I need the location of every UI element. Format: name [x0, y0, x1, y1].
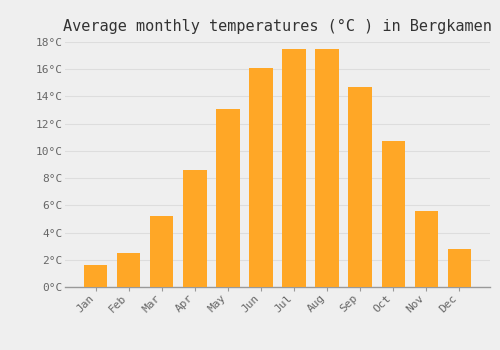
- Bar: [184, 170, 206, 287]
- Bar: [282, 49, 306, 287]
- Bar: [448, 249, 470, 287]
- Bar: [414, 211, 438, 287]
- Bar: [348, 87, 372, 287]
- Bar: [250, 68, 272, 287]
- Title: Average monthly temperatures (°C ) in Bergkamen: Average monthly temperatures (°C ) in Be…: [63, 19, 492, 34]
- Bar: [316, 49, 338, 287]
- Bar: [84, 265, 108, 287]
- Bar: [150, 216, 174, 287]
- Bar: [216, 109, 240, 287]
- Bar: [118, 253, 141, 287]
- Bar: [382, 141, 404, 287]
